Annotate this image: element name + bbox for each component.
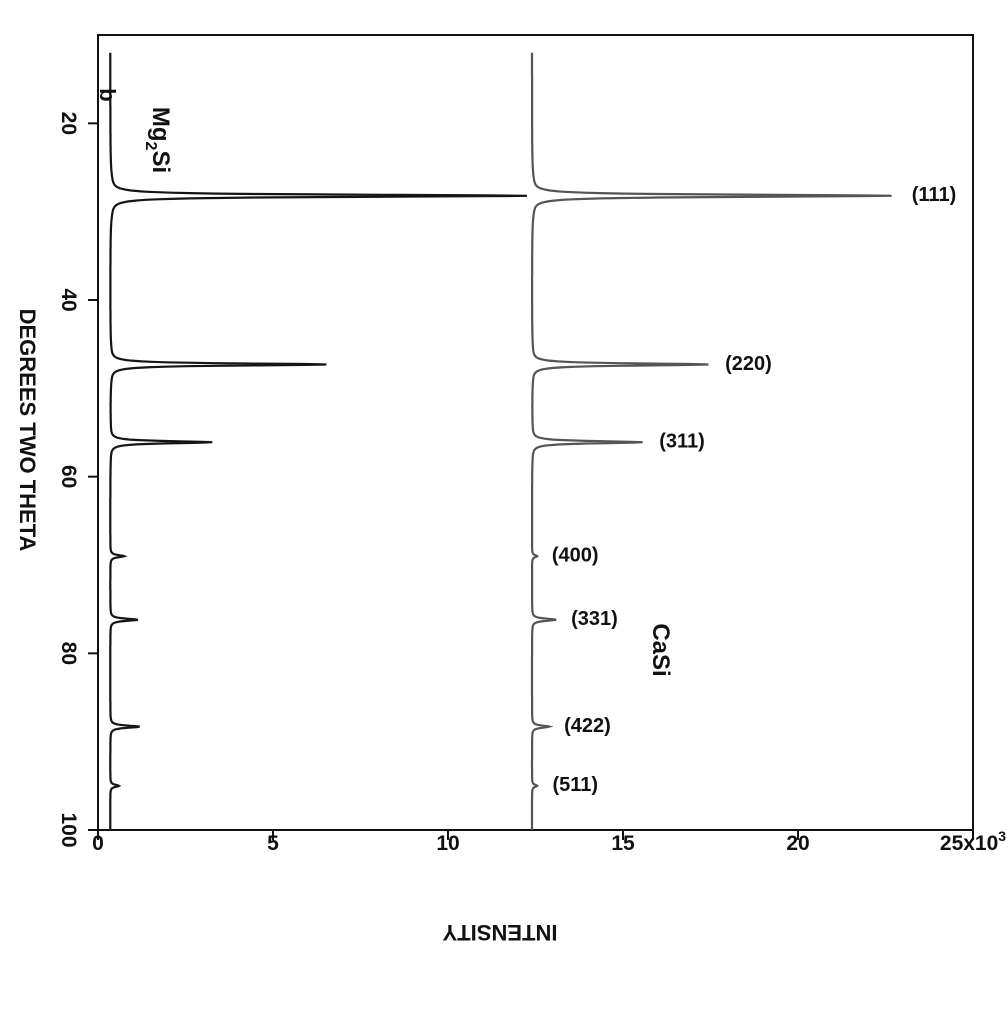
y-tick-label: 10 [436,832,459,855]
y-tick-text: 15 [611,832,635,855]
peak-label: (220) [725,353,772,375]
y-axis-title: INTENSITY [442,920,557,945]
y-tick-text: 20 [786,832,809,855]
y-tick-exponent: 3 [998,828,1006,844]
y-tick-text: 10 [436,832,459,855]
series-label-mg2si: Mg2Si [142,107,174,173]
peak-label: (331) [571,608,618,630]
x-tick-label: 40 [57,288,80,311]
y-tick-label: 5 [267,832,279,855]
peak-label: (111) [912,184,956,206]
y-tick-label: 0 [92,832,104,855]
series-line-1 [109,52,528,830]
peak-label: (311) [659,430,705,452]
series-label-casi: CaSi [647,623,674,676]
x-tick-label: 60 [57,465,80,488]
panel-label: b [95,88,120,101]
series-line-0 [530,52,892,830]
peak-label: (422) [564,715,611,737]
peak-label: (511) [552,774,598,796]
y-tick-label: 20 [786,832,809,855]
y-tick-label: 25x103 [940,828,1006,855]
plot-frame [97,34,974,831]
x-tick-label: 20 [57,112,80,135]
y-tick-text: 5 [267,832,279,855]
y-tick-label: 15 [611,832,635,855]
x-axis-title: DEGREES TWO THETA [15,309,40,552]
y-tick-text: 0 [92,832,104,855]
x-tick-label: 80 [57,642,80,665]
x-tick-label: 100 [57,812,80,847]
peak-label: (400) [552,544,599,566]
y-tick-text: 25x10 [940,832,998,855]
